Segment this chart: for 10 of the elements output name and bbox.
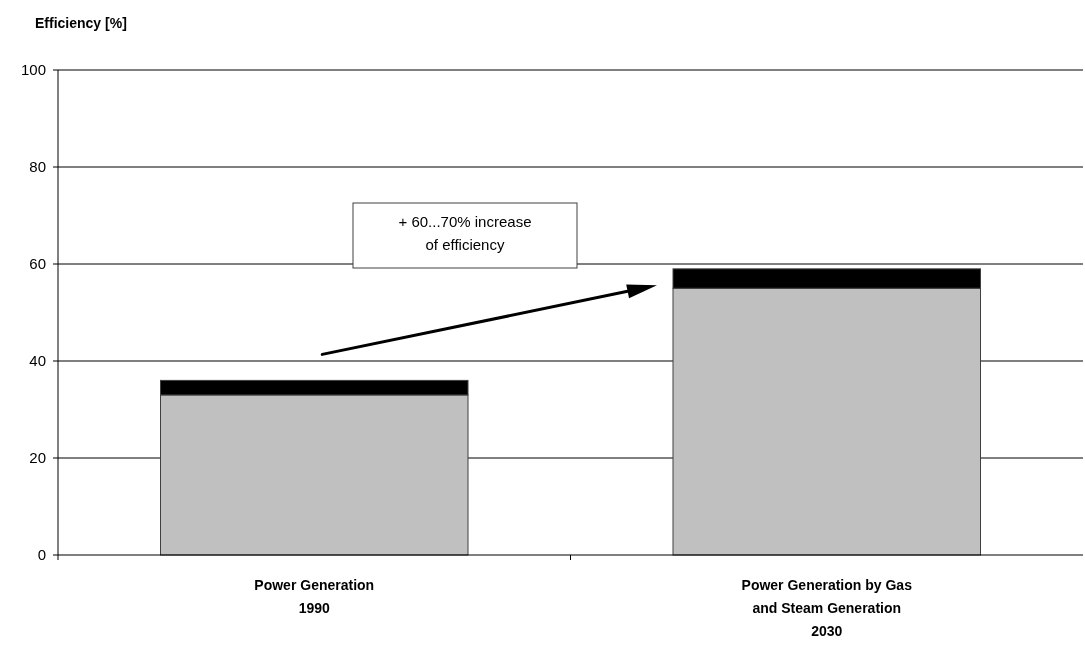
annotation: + 60...70% increase of efficiency — [398, 213, 532, 253]
x-tick-label: Power Generation 1990 — [254, 577, 375, 616]
x-tick-label: Power Generation by Gas and Steam Generation 2030 — [741, 577, 913, 639]
y-tick-label: 0 — [37, 546, 46, 564]
y-tick-label: 40 — [29, 352, 46, 370]
y-tick-label: 80 — [29, 158, 46, 176]
y-tick-label: 20 — [29, 449, 46, 467]
y-axis-title: Efficiency [%] — [35, 15, 127, 31]
y-tick-label: 100 — [20, 61, 46, 79]
y-tick-label: 60 — [29, 255, 46, 273]
